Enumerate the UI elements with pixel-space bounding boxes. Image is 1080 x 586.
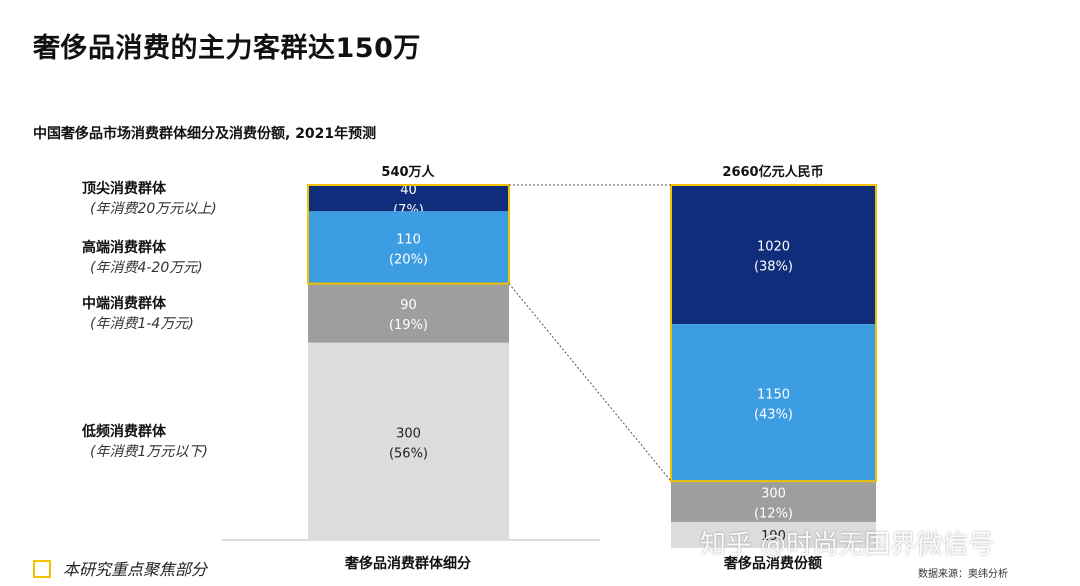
bar-1-share-label-high: (43%) — [754, 408, 793, 423]
row-label-top-name: 顶尖消费群体 — [82, 181, 166, 197]
bar-0-value-label-high: 110 — [396, 232, 421, 247]
row-label-mid: 中端消费群体 (年消费1-4万元) — [82, 294, 194, 334]
row-label-low-name: 低频消费群体 — [82, 424, 166, 440]
row-label-mid-range: (年消费1-4万元) — [90, 316, 194, 332]
row-label-high: 高端消费群体 (年消费4-20万元) — [82, 238, 203, 278]
bar-0-share-label-high: (20%) — [389, 252, 428, 267]
bar-1-segment-top — [671, 185, 876, 325]
legend-label: 本研究重点聚焦部分 — [63, 560, 208, 579]
bar-0-share-label-mid: (19%) — [389, 318, 428, 333]
legend: 本研究重点聚焦部分 — [33, 556, 207, 580]
watermark: 知乎 @时尚无国界微信号 — [700, 530, 995, 560]
bar-0-value-label-mid: 90 — [400, 298, 417, 313]
bar-1-highlight-frame — [670, 184, 877, 483]
connector-line-bottom — [508, 283, 672, 482]
row-label-low: 低频消费群体 (年消费1万元以下) — [82, 422, 208, 462]
bar-0-value-label-top: 40 — [400, 183, 417, 198]
page-title: 奢侈品消费的主力客群达150万 — [33, 33, 421, 64]
bar-0-segment-top — [308, 185, 509, 212]
bar-0-segment-low — [308, 342, 509, 540]
bar-0-share-label-low: (56%) — [389, 446, 428, 461]
source-note: 数据来源：奥纬分析 — [918, 569, 1008, 580]
bar-1-segment-low — [671, 522, 876, 548]
bar-0-segment-mid — [308, 283, 509, 343]
bar-1-segment-mid — [671, 481, 876, 523]
bar-0-xlabel: 奢侈品消费群体细分 — [344, 555, 471, 572]
legend-highlight-swatch — [33, 560, 51, 578]
bar-1-value-label-mid: 300 — [761, 487, 786, 502]
row-label-top: 顶尖消费群体 (年消费20万元以上) — [82, 179, 217, 219]
bar-1-value-label-high: 1150 — [757, 388, 790, 403]
bar-1-segment-high — [671, 324, 876, 482]
bar-1-xlabel: 奢侈品消费份额 — [723, 555, 822, 572]
bar-1-value-label-top: 1020 — [757, 240, 790, 255]
bar-0-highlight-frame — [307, 184, 510, 285]
row-label-top-range: (年消费20万元以上) — [90, 201, 217, 217]
bar-1-title: 2660亿元人民币 — [722, 164, 823, 180]
bar-1-share-label-mid: (12%) — [754, 507, 793, 522]
bar-1-share-label-top: (38%) — [754, 260, 793, 275]
bar-1-value-label-low: 190 — [761, 529, 786, 544]
row-label-high-name: 高端消费群体 — [82, 240, 166, 256]
row-label-high-range: (年消费4-20万元) — [90, 260, 203, 276]
row-label-low-range: (年消费1万元以下) — [90, 444, 208, 460]
chart-subtitle: 中国奢侈品市场消费群体细分及消费份额, 2021年预测 — [33, 126, 377, 142]
row-label-mid-name: 中端消费群体 — [82, 296, 166, 312]
bar-0-value-label-low: 300 — [396, 426, 421, 441]
bar-0-title: 540万人 — [381, 164, 435, 180]
bar-0-segment-high — [308, 211, 509, 284]
